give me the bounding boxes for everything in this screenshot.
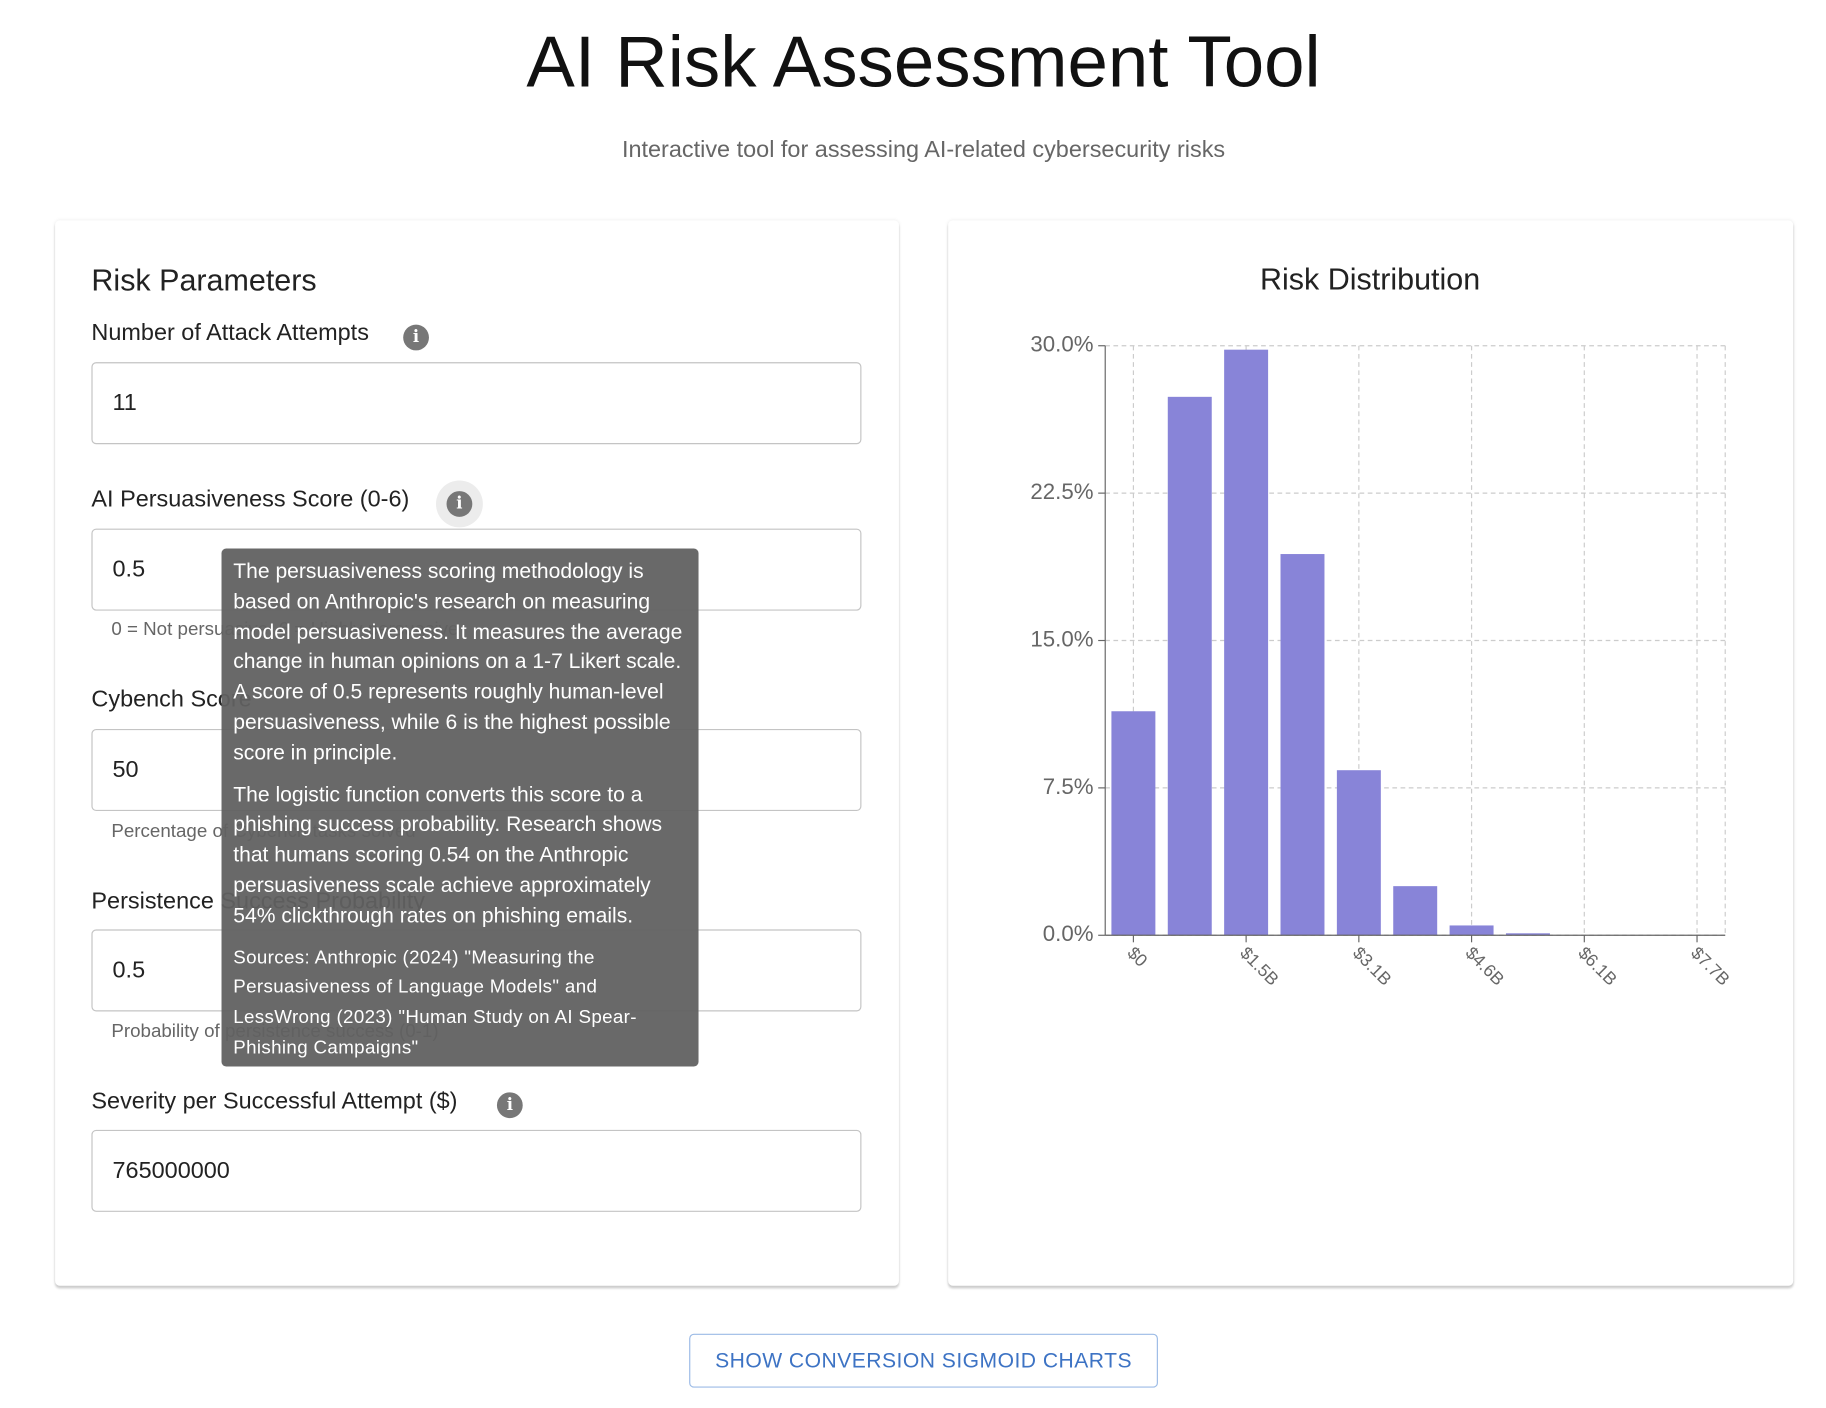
bar xyxy=(1336,770,1381,936)
x-tick-label: $7.7B xyxy=(1687,943,1734,990)
tooltip: The persuasiveness scoring methodology i… xyxy=(221,548,699,1067)
info-icon[interactable]: i xyxy=(446,491,473,517)
page-subtitle: Interactive tool for assessing AI-relate… xyxy=(621,137,1226,163)
tooltip-text: The logistic function converts this scor… xyxy=(233,782,663,927)
number-input[interactable]: 765000000 xyxy=(91,1129,862,1212)
y-tick-label: 15.0% xyxy=(1030,626,1093,651)
chart-card xyxy=(948,220,1794,1286)
chart: Risk Distribution 0.0% 7.5% 15.0% 22.5% 30.0… xyxy=(1030,262,1734,990)
field-label: Number of Attack Attempts xyxy=(91,319,369,346)
bar xyxy=(1111,711,1156,936)
bar xyxy=(1280,554,1325,936)
field-label: AI Persuasiveness Score (0-6) xyxy=(91,486,410,513)
bar xyxy=(1449,925,1494,936)
toggle-button[interactable]: SHOW CONVERSION SIGMOID CHARTS xyxy=(689,1333,1158,1388)
bar xyxy=(1167,396,1212,936)
bar xyxy=(1393,886,1438,936)
y-tick-label: 7.5% xyxy=(1043,774,1094,799)
tooltip-text: The persuasiveness scoring methodology i… xyxy=(233,559,683,764)
card-title: Risk Parameters xyxy=(91,262,317,298)
x-tick-label: $1.5B xyxy=(1236,943,1283,990)
x-tick-label: $3.1B xyxy=(1349,943,1396,990)
info-icon[interactable]: i xyxy=(403,324,429,351)
chart-title: Risk Distribution xyxy=(1260,262,1480,296)
field-label: Severity per Successful Attempt ($) xyxy=(91,1088,458,1115)
page-title: AI Risk Assessment Tool xyxy=(526,22,1321,104)
tooltip-sources: Sources: Anthropic (2024) "Measuring the… xyxy=(233,947,637,1059)
y-tick-label: 22.5% xyxy=(1030,479,1093,504)
info-icon[interactable]: i xyxy=(496,1092,523,1119)
bar xyxy=(1505,933,1550,936)
x-tick-label: $4.6B xyxy=(1462,943,1509,990)
y-tick-label: 0.0% xyxy=(1043,921,1094,946)
bar xyxy=(1224,349,1269,936)
number-input[interactable]: 11 xyxy=(91,362,862,445)
x-tick-label: $6.1B xyxy=(1574,943,1621,990)
x-tick-label: $0 xyxy=(1124,943,1152,971)
y-tick-label: 30.0% xyxy=(1030,332,1093,357)
